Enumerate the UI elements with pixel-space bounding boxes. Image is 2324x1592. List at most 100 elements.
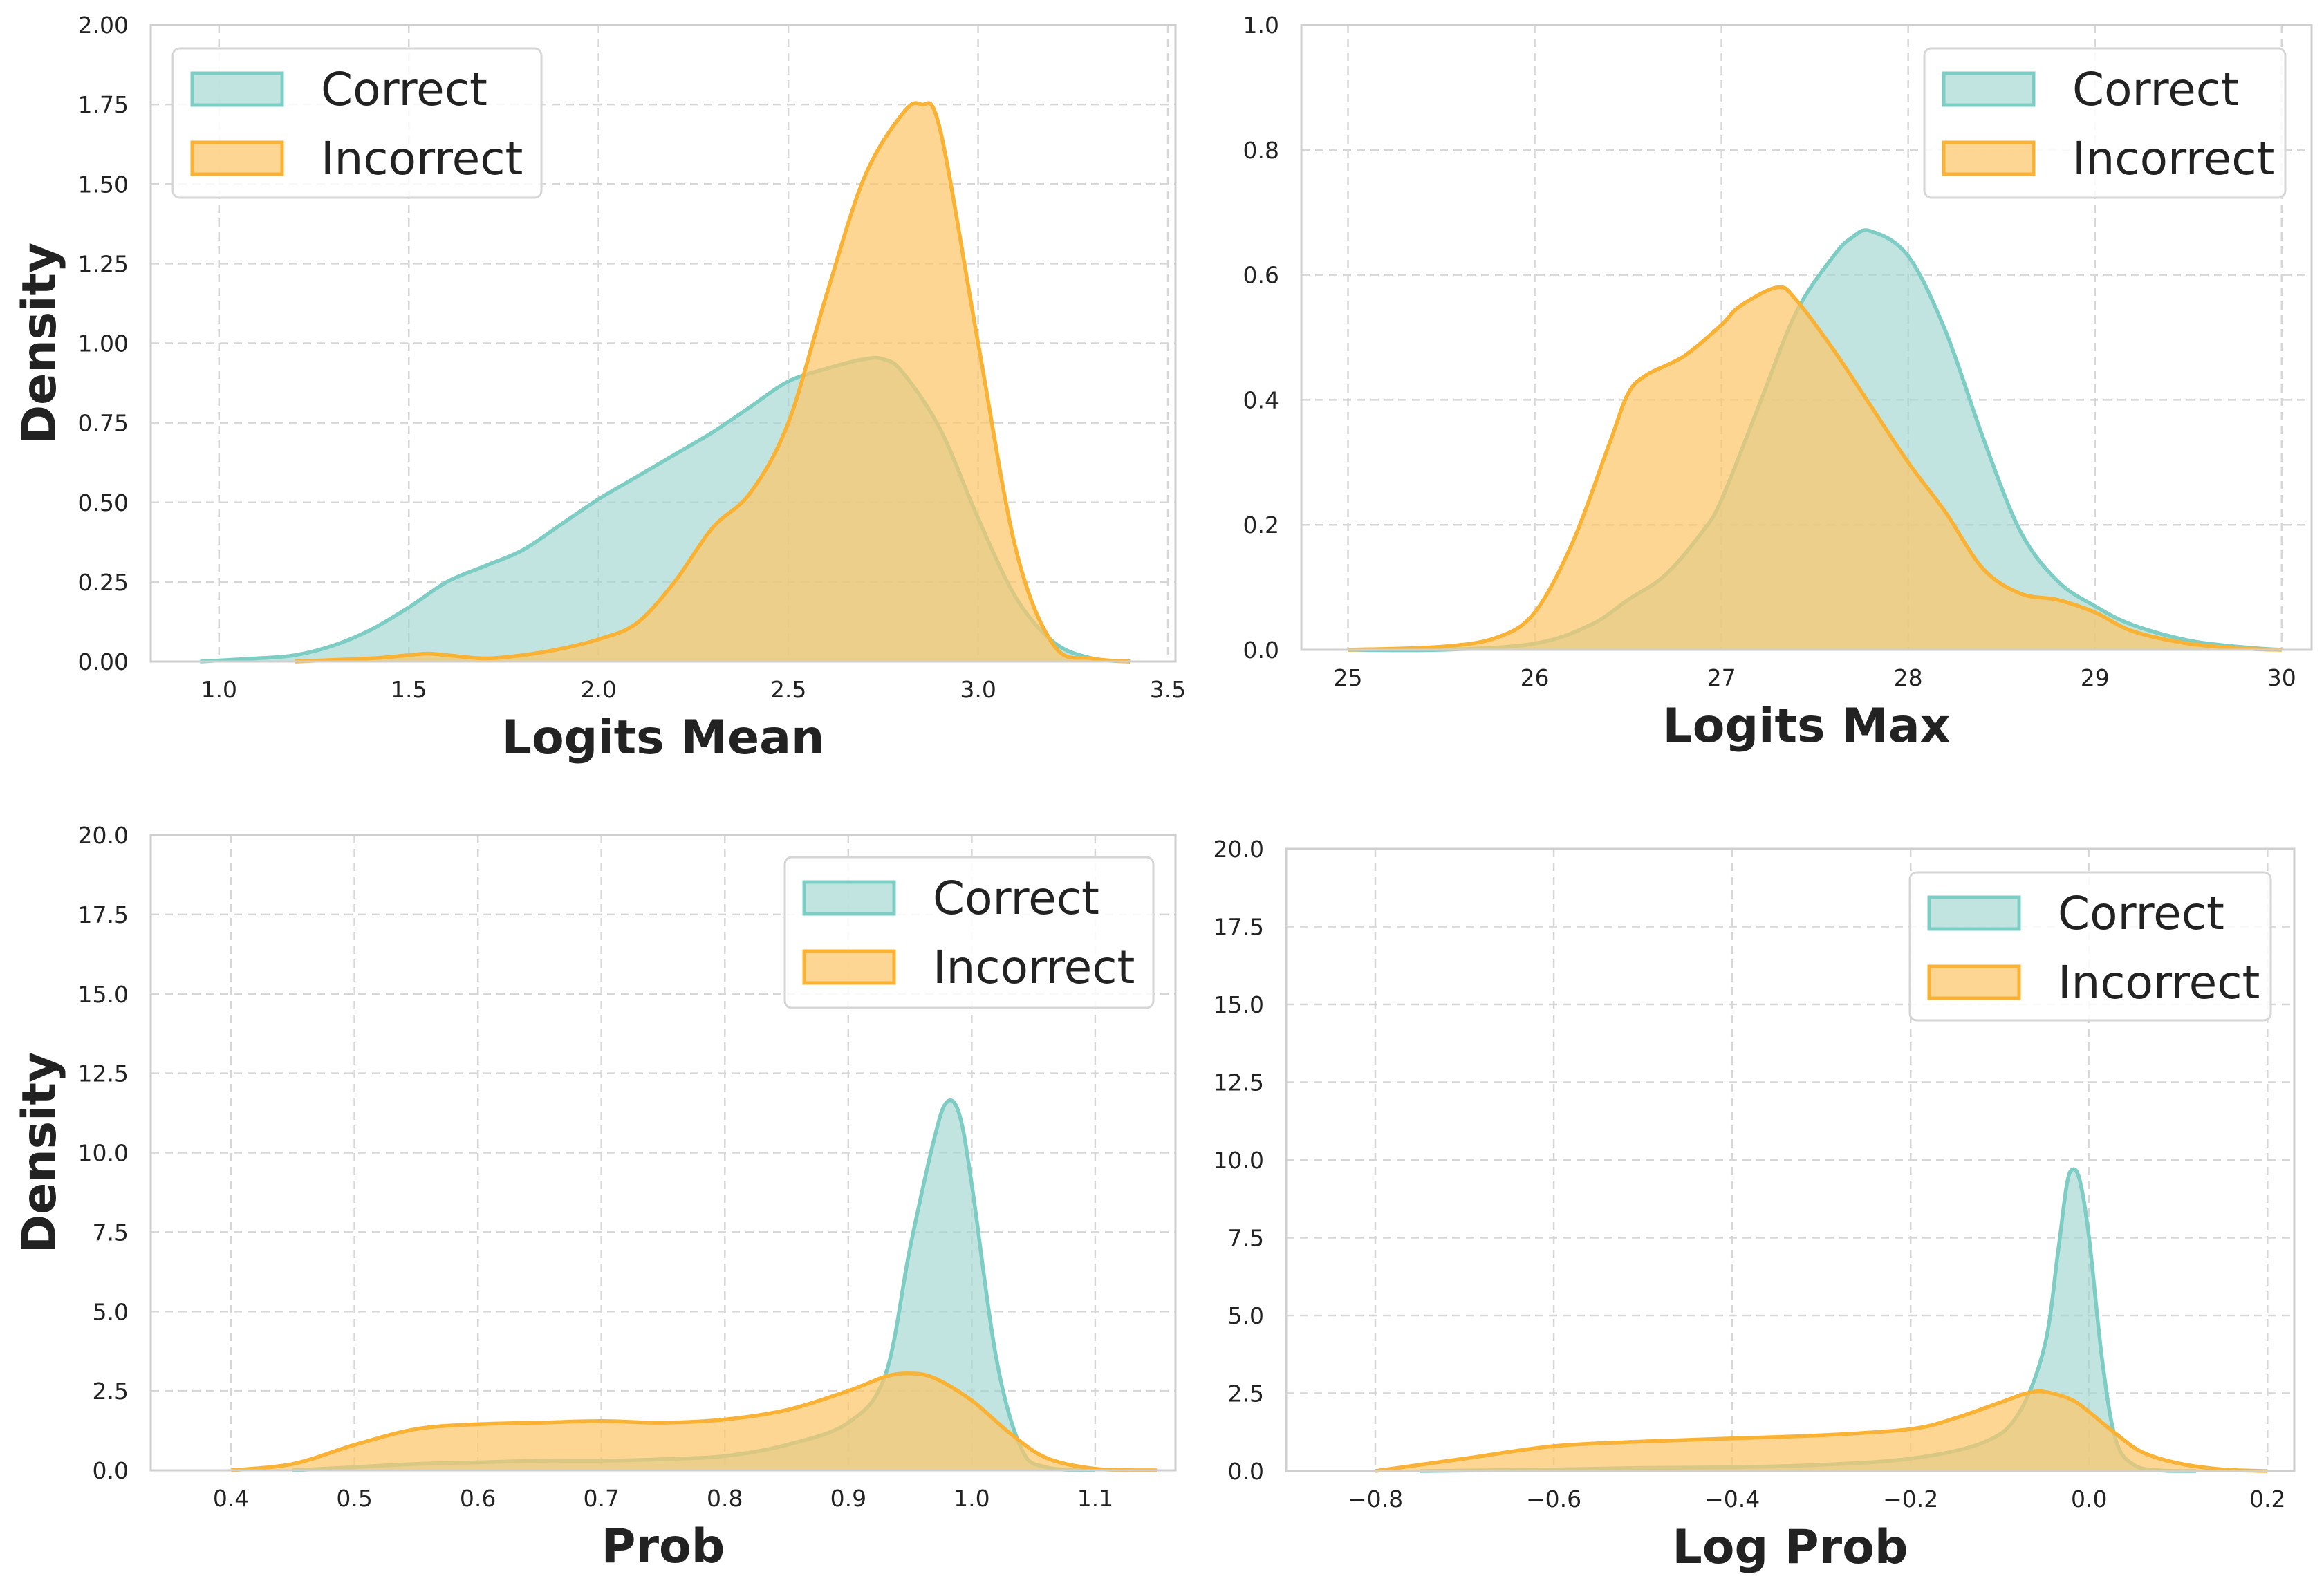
legend-label: Correct [2072,63,2239,116]
x-tick-label: 0.9 [830,1485,866,1512]
x-tick-label: 0.7 [583,1485,619,1512]
legend-label: Correct [321,63,487,116]
y-tick-label: 12.5 [1214,1069,1264,1096]
y-tick-label: 5.0 [93,1298,129,1325]
legend-label: Incorrect [321,132,523,185]
y-tick-label: 0.75 [78,410,129,437]
incorrect-legend-swatch [190,140,284,176]
x-tick-label: 28 [1894,664,1923,691]
x-tick-label: 0.6 [460,1485,496,1512]
x-tick-label: 1.5 [391,676,427,703]
legend-label: Correct [2058,887,2224,940]
legend-label: Incorrect [2072,132,2274,185]
y-tick-label: 10.0 [78,1140,129,1167]
x-tick-label: 29 [2081,664,2110,691]
legend: Correct Incorrect [1908,871,2272,1022]
y-tick-label: 0.2 [1243,512,1279,539]
x-tick-label: 1.1 [1077,1485,1113,1512]
y-tick-label: 17.5 [1214,914,1264,941]
y-tick-label: 20.0 [78,822,129,849]
x-tick-label: 0.4 [213,1485,249,1512]
incorrect-density-line [230,1371,1158,1472]
y-tick-label: 0.00 [78,648,129,675]
legend: Correct Incorrect [783,856,1155,1009]
y-tick-label: 0.0 [1228,1458,1264,1485]
incorrect-density-area [1348,287,2282,650]
subplot-4: −0.8 −0.6 −0.4 −0.2 0.0 0.2 0.0 2.5 5.0 7.5 10.0 12… [1214,836,2296,1575]
incorrect-legend-swatch [1927,964,2021,1000]
legend-label: Correct [933,872,1099,925]
x-tick-label: 2.5 [770,676,806,703]
subplot-1: 1.0 1.5 2.0 2.5 3.0 3.5 0.00 0.25 0.50 0.75 1.00 1.… [12,12,1186,765]
correct-legend-swatch [802,880,896,916]
x-tick-label: 27 [1707,664,1736,691]
y-tick-label: 7.5 [93,1219,129,1246]
x-tick-label: 26 [1521,664,1550,691]
plot-frame [149,24,1177,663]
x-tick-label: 0.5 [336,1485,372,1512]
x-tick-label: 1.0 [201,676,237,703]
x-tick-label: 1.0 [954,1485,989,1512]
y-tick-label: 20.0 [1214,836,1264,863]
subplot-3: 0.4 0.5 0.6 0.7 0.8 0.9 1.0 1.1 0.0 2.5 5.0 7.5 10.0… [12,822,1177,1574]
y-tick-label: 1.00 [78,330,129,357]
y-tick-label: 15.0 [78,981,129,1008]
x-tick-label: −0.6 [1526,1486,1581,1513]
x-tick-label: 3.0 [960,676,996,703]
y-tick-label: 1.50 [78,171,129,198]
y-tick-label: 0.50 [78,489,129,516]
y-tick-label: 1.0 [1243,12,1279,39]
x-axis-label: Logits Max [1662,699,1950,753]
x-tick-label: −0.8 [1348,1486,1403,1513]
x-axis-label: Prob [602,1519,725,1574]
y-tick-label: 10.0 [1214,1147,1264,1174]
incorrect-density-area [1375,1391,2268,1471]
legend: Correct Incorrect [1923,47,2287,199]
y-axis-label: Density [12,243,67,444]
correct-legend-swatch [190,71,284,107]
plot-frame [149,834,1177,1472]
incorrect-density-line [1375,1389,2268,1473]
incorrect-legend-swatch [802,949,896,985]
y-tick-label: 1.25 [78,250,129,277]
y-tick-label: 0.4 [1243,386,1279,413]
y-tick-label: 2.00 [78,12,129,39]
x-tick-label: 3.5 [1150,676,1186,703]
incorrect-density-line [295,101,1131,664]
x-tick-label: 0.8 [707,1485,743,1512]
y-tick-label: 7.5 [1228,1225,1264,1252]
incorrect-legend-swatch [1942,140,2036,176]
x-tick-label: 0.2 [2249,1486,2285,1513]
x-tick-label: 0.0 [2071,1486,2107,1513]
x-tick-label: −0.2 [1883,1486,1938,1513]
y-tick-label: 0.6 [1243,262,1279,289]
y-tick-label: 17.5 [78,901,129,928]
y-tick-label: 2.5 [1228,1380,1264,1407]
incorrect-density-line [1348,285,2282,652]
y-tick-label: 0.0 [1243,637,1279,664]
x-tick-label: −0.4 [1704,1486,1760,1513]
legend-label: Incorrect [933,941,1135,994]
x-tick-label: 25 [1334,664,1363,691]
plot-frame [1300,24,2313,651]
y-tick-label: 0.0 [93,1457,129,1484]
x-axis-label: Log Prob [1672,1520,1908,1575]
incorrect-density-area [295,103,1131,662]
y-tick-label: 5.0 [1228,1302,1264,1329]
y-tick-label: 2.5 [93,1378,129,1405]
x-axis-label: Logits Mean [502,711,825,765]
x-tick-label: 30 [2267,664,2296,691]
correct-legend-swatch [1942,71,2036,107]
y-axis-label: Density [12,1052,67,1254]
plot-frame [1285,847,2296,1472]
y-tick-label: 15.0 [1214,991,1264,1018]
y-tick-label: 1.75 [78,91,129,118]
y-tick-label: 0.8 [1243,137,1279,164]
y-tick-label: 0.25 [78,569,129,596]
x-tick-label: 2.0 [580,676,616,703]
correct-legend-swatch [1927,895,2021,931]
legend-label: Incorrect [2058,956,2260,1009]
legend: Correct Incorrect [171,47,543,199]
